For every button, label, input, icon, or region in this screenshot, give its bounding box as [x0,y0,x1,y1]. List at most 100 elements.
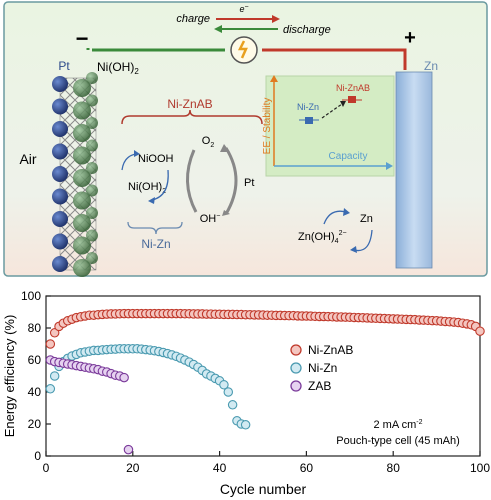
legend-label: Ni-Zn [308,361,337,375]
nizanb-label: Ni-ZnAB [167,97,212,111]
minus-sign: − [76,26,89,51]
energy-efficiency-chart: 0 20 40 60 80 100 0 20 40 60 80 100 Energy efficien… [2,289,490,497]
data-point-zab [119,372,129,383]
data-point-ni-zn [227,400,238,410]
oh-arrowhead [222,210,230,216]
nioh2-particle [86,162,98,174]
air-label: Air [19,151,36,167]
o2-label: O2 [202,135,215,149]
znoh-label: Zn(OH)42− [298,230,347,245]
zn-cycle-arrow-top [323,210,347,225]
charge-arrowhead [272,15,280,23]
nioh2-particle [73,124,91,142]
y-tick-label: 80 [28,321,42,335]
pt-particle [52,256,68,272]
pt-particle [52,143,68,160]
o2-arc-right [224,147,238,215]
ni-cycle-arrowhead-bottom [148,197,155,204]
data-point-ni-zn [45,384,56,394]
nioh2-particle [73,101,91,120]
pt-particle [52,188,68,205]
y-tick-label: 0 [34,449,41,463]
pt-particle [52,121,68,137]
data-point-ni-znab [49,328,60,338]
nioh2-particle [73,259,91,277]
nioh2-particle [86,117,98,129]
ni-cycle-arrow-bottom [151,169,169,201]
pt-particle [52,211,68,227]
discharge-arrowhead [214,25,222,33]
nioh2-particle [86,207,98,219]
legend-marker [290,344,302,356]
schematic-background [3,1,488,277]
ni-cycle-arrowhead-top [134,150,140,157]
plus-sign: + [404,27,416,49]
x-tick-label: 80 [387,461,401,475]
data-point-ni-zn [223,387,234,397]
data-point-ni-znab [45,339,56,349]
chart-annotation-cell: Pouch-type cell (45 mAh) [336,435,460,447]
nioh2-particle [86,184,98,197]
nizn-brace [127,221,183,235]
x-tick-label: 60 [300,461,314,475]
air-electrode [52,72,98,277]
inset-improvement-arrow [321,103,343,119]
inset-label-nizn: Ni-Zn [297,102,319,112]
charge-label: charge [176,13,210,25]
nioh2-particle [86,229,98,242]
legend-marker [290,380,302,392]
nioh2-top-label: Ni(OH)2 [97,60,139,76]
chart-annotation-current: 2 mA cm-2 [373,419,422,431]
x-tick-label: 0 [43,461,50,475]
niooh-label: NiOOH [138,153,174,165]
nioh2-cycle-label: Ni(OH)2 [128,181,166,195]
y-tick-label: 40 [28,385,42,399]
pt-label: Pt [58,59,70,73]
nizn-cycle-label: Ni-Zn [141,237,170,251]
pt-particle [52,98,68,115]
x-tick-label: 40 [213,461,227,475]
nioh2-particle [73,169,91,187]
nizanb-brace [121,109,263,125]
o2-arc-left [185,149,198,213]
x-tick-label: 20 [126,461,140,475]
legend-label: Ni-ZnAB [308,343,353,357]
data-point-ni-zn [240,420,251,430]
inset-ylabel: EE / Stability [262,98,273,155]
nioh2-particle [86,72,98,84]
pt-cycle-label: Pt [244,177,254,189]
data-point-ni-znab [475,326,485,336]
external-wire-left [86,48,225,52]
lightbulb-filament [237,40,248,59]
data-point-ni-zn [219,380,229,390]
pt-particle [52,76,68,92]
zn-cycle-label: Zn [360,213,373,225]
zinc-electrode [395,71,433,269]
o2-arrowhead [220,144,230,152]
nioh2-particle [73,191,91,210]
nioh2-particle [86,94,98,107]
legend-label: ZAB [308,379,331,393]
x-tick-label: 100 [470,461,490,475]
oh-label: OH− [200,213,221,225]
external-wire-right [262,48,407,70]
y-tick-label: 100 [21,289,41,303]
y-tick-label: 60 [28,353,42,367]
nioh2-particle [73,214,91,232]
inset-label-niznab: Ni-ZnAB [336,83,370,93]
inset-plot: EE / Stability Capacity Ni-Zn Ni-ZnAB [262,75,395,177]
electron-label: e− [239,4,248,14]
discharge-label: discharge [283,24,331,36]
nioh2-particle [73,79,91,97]
zn-top-label: Zn [424,59,438,73]
pt-particle [52,233,68,250]
inset-xlabel: Capacity [329,151,368,162]
nioh2-particle [86,139,98,152]
nioh2-particle [86,252,98,264]
chart-xlabel: Cycle number [220,481,307,497]
nioh2-particle [73,236,91,255]
nioh2-particle [73,146,91,165]
legend-marker [290,362,302,374]
pt-particle [52,166,68,182]
chart-ylabel: Energy efficiency (%) [2,315,17,438]
